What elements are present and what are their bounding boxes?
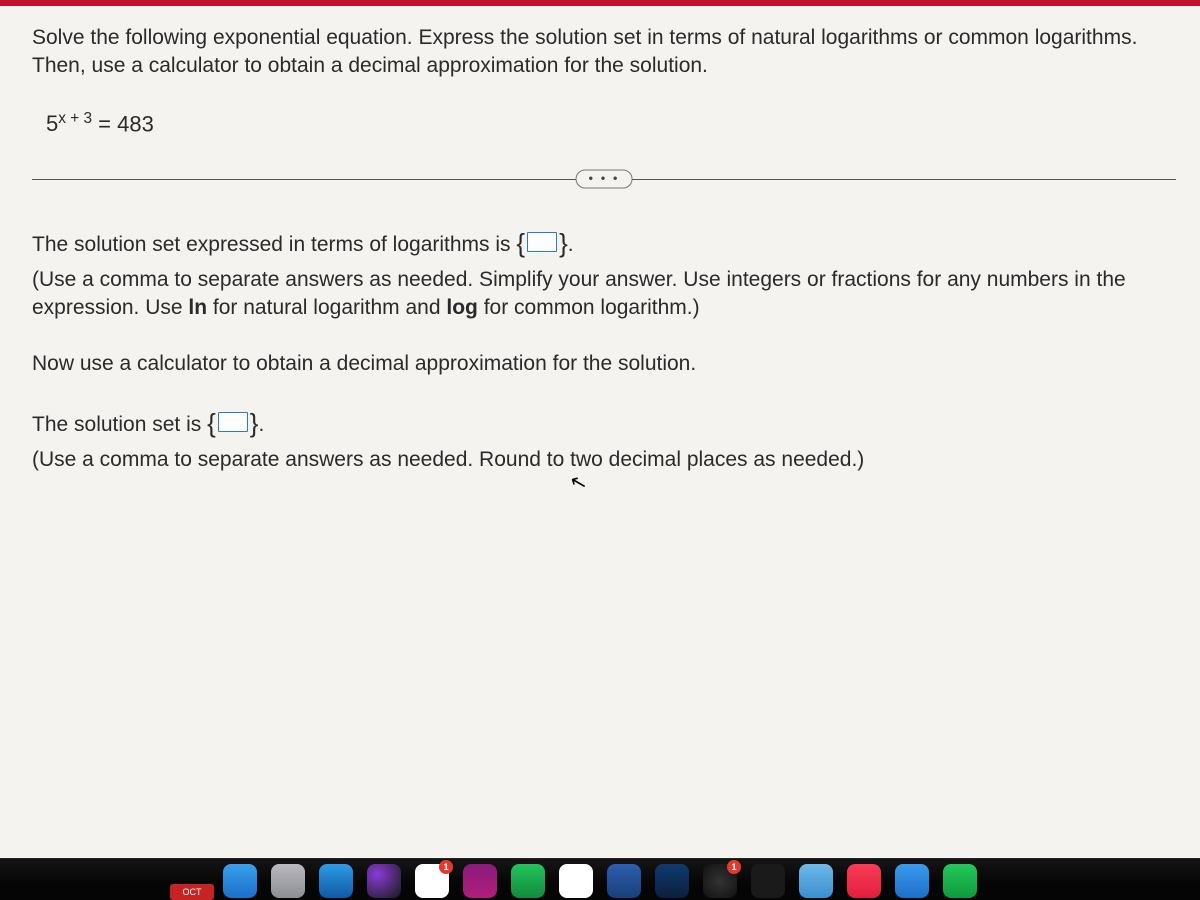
log-solution-braces: { } [516, 225, 567, 260]
mac-dock: OCT 11 [0, 858, 1200, 900]
finder-icon[interactable] [223, 864, 257, 898]
hint1-log: log [446, 296, 478, 319]
answer-section: The solution set expressed in terms of l… [32, 225, 1176, 475]
decimal-solution-pre: The solution set is [32, 413, 207, 436]
brace-open-1: { [516, 226, 525, 261]
brace-close-2: } [250, 406, 259, 441]
safari-icon[interactable] [319, 864, 353, 898]
activity-icon[interactable]: 1 [703, 864, 737, 898]
decimal-solution-line: The solution set is { } . [32, 405, 1176, 440]
decimal-solution-post: . [258, 413, 264, 436]
brace-open-2: { [207, 406, 216, 441]
numbers-icon[interactable] [511, 864, 545, 898]
music-icon[interactable] [847, 864, 881, 898]
log-solution-line: The solution set expressed in terms of l… [32, 225, 1176, 260]
photos-icon[interactable] [559, 864, 593, 898]
calendar-month-badge: OCT [170, 884, 214, 900]
log-solution-pre: The solution set expressed in terms of l… [32, 233, 516, 256]
hint1-c: for common logarithm.) [478, 296, 700, 319]
onenote-icon[interactable] [463, 864, 497, 898]
equation-base: 5 [46, 109, 58, 139]
hint1-ln: ln [188, 296, 207, 319]
equation-display: 5x + 3 = 483 [46, 109, 1176, 139]
word-icon[interactable] [607, 864, 641, 898]
log-hint: (Use a comma to separate answers as need… [32, 266, 1176, 323]
problem-instructions: Solve the following exponential equation… [32, 24, 1176, 81]
terminal-icon[interactable] [751, 864, 785, 898]
equation-rhs: = 483 [92, 111, 154, 136]
equation-exponent: x + 3 [58, 110, 92, 127]
decimal-prompt: Now use a calculator to obtain a decimal… [32, 350, 1176, 378]
activity-icon-badge: 1 [727, 860, 741, 874]
calendar-icon-badge: 1 [439, 860, 453, 874]
section-divider: • • • [32, 167, 1176, 191]
log-answer-input[interactable] [527, 232, 557, 252]
folder-icon[interactable] [799, 864, 833, 898]
problem-pane: Solve the following exponential equation… [0, 6, 1200, 474]
hint1-b: for natural logarithm and [207, 296, 446, 319]
decimal-answer-input[interactable] [218, 412, 248, 432]
decimal-solution-braces: { } [207, 405, 258, 440]
xcode-icon[interactable] [655, 864, 689, 898]
log-solution-post: . [568, 233, 574, 256]
expand-pill[interactable]: • • • [576, 169, 633, 188]
decimal-hint: (Use a comma to separate answers as need… [32, 446, 1176, 474]
brace-close-1: } [559, 226, 568, 261]
calendar-icon[interactable]: 1 [415, 864, 449, 898]
facetime-icon[interactable] [943, 864, 977, 898]
launchpad-icon[interactable] [271, 864, 305, 898]
siri-icon[interactable] [367, 864, 401, 898]
messages-icon[interactable] [895, 864, 929, 898]
